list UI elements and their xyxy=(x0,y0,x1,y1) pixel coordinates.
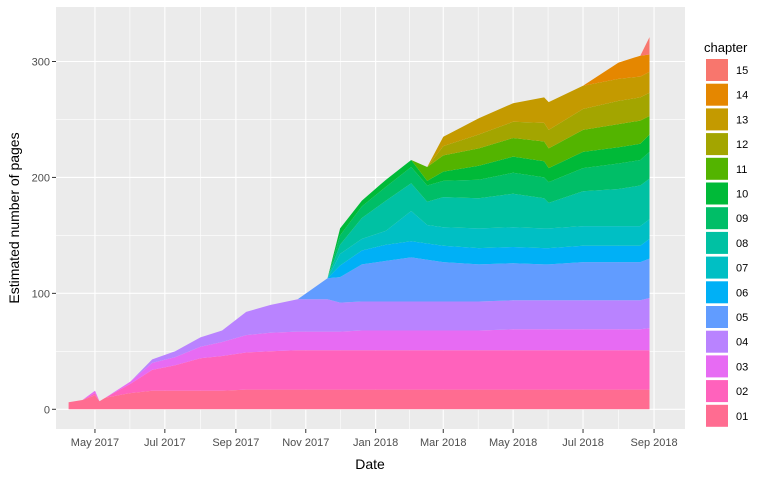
legend-key-10 xyxy=(706,182,728,205)
area-chapter-03 xyxy=(68,328,650,403)
area-chapter-05 xyxy=(68,257,650,403)
legend-title: chapter xyxy=(704,40,748,55)
x-axis: May 2017 Jul 2017 Sep 2017 Nov 2017 Jan 2018… xyxy=(71,429,678,449)
x-tick-label: Mar 2018 xyxy=(420,437,466,449)
legend-label-13: 13 xyxy=(736,114,748,126)
x-tick-label: May 2018 xyxy=(489,437,537,449)
legend-key-05 xyxy=(706,306,728,328)
area-chapter-12 xyxy=(68,92,650,403)
area-chapter-01 xyxy=(68,389,650,410)
x-tick-label: Jul 2018 xyxy=(562,437,604,449)
x-tick-label: May 2017 xyxy=(71,437,119,449)
area-chapter-13 xyxy=(68,71,650,403)
legend-label-12: 12 xyxy=(736,139,748,151)
legend-label-01: 01 xyxy=(736,411,748,423)
x-tick-label: Sep 2017 xyxy=(212,437,259,449)
area-chapter-09 xyxy=(68,151,650,403)
x-tick-label: Sep 2018 xyxy=(631,437,678,449)
legend-label-08: 08 xyxy=(736,238,748,250)
y-tick-label: 300 xyxy=(32,56,50,68)
legend-key-06 xyxy=(706,281,728,304)
legend-key-12 xyxy=(706,133,728,156)
area-layers xyxy=(68,37,650,410)
area-chapter-10 xyxy=(68,134,650,403)
y-tick-label: 100 xyxy=(32,288,50,300)
area-chapter-08 xyxy=(68,178,650,403)
legend-label-05: 05 xyxy=(736,312,748,324)
legend-label-06: 06 xyxy=(736,287,748,299)
legend-label-14: 14 xyxy=(736,90,748,102)
legend-label-07: 07 xyxy=(736,263,748,275)
legend-key-09 xyxy=(706,207,728,230)
x-axis-title: Date xyxy=(355,456,385,472)
y-axis-title: Estimated number of pages xyxy=(6,132,22,303)
legend-key-01 xyxy=(706,404,728,427)
legend-key-14 xyxy=(706,83,728,106)
legend-key-03 xyxy=(706,355,728,378)
y-tick-label: 200 xyxy=(32,172,50,184)
area-chapter-04 xyxy=(68,298,650,403)
legend-label-03: 03 xyxy=(736,361,748,373)
legend-label-02: 02 xyxy=(736,386,748,398)
legend-key-11 xyxy=(706,157,728,180)
legend-key-08 xyxy=(706,231,728,254)
legend-key-13 xyxy=(706,108,728,131)
legend-key-04 xyxy=(706,330,728,353)
x-tick-label: Nov 2017 xyxy=(282,437,329,449)
legend-key-15 xyxy=(706,59,728,81)
legend-key-07 xyxy=(706,256,728,279)
area-chapter-07 xyxy=(68,211,650,403)
y-axis: 0 100 200 300 xyxy=(32,56,56,416)
x-tick-label: Jul 2017 xyxy=(144,437,186,449)
legend: chapter 15 14 13 12 11 10 09 08 07 06 05 04 03 02 01 xyxy=(704,40,748,427)
legend-label-09: 09 xyxy=(736,213,748,225)
legend-key-02 xyxy=(706,380,728,403)
x-tick-label: Jan 2018 xyxy=(353,437,398,449)
area-chapter-11 xyxy=(68,116,650,403)
y-tick-label: 0 xyxy=(44,404,50,416)
area-chapter-06 xyxy=(68,238,650,403)
legend-label-15: 15 xyxy=(736,65,748,77)
legend-label-10: 10 xyxy=(736,189,748,201)
legend-label-11: 11 xyxy=(736,164,747,176)
area-chapter-02 xyxy=(68,350,650,403)
legend-label-04: 04 xyxy=(736,337,748,349)
legend-items: 15 14 13 12 11 10 09 08 07 06 05 04 03 02 01 xyxy=(706,59,748,427)
